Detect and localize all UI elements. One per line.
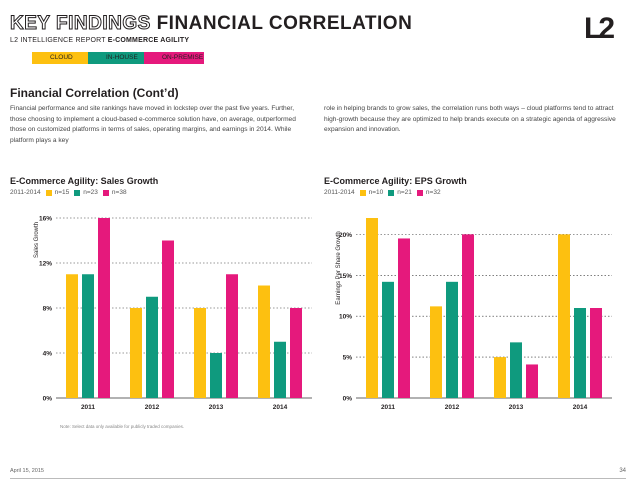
chart2-legend-swatch bbox=[388, 189, 395, 196]
chart1-ytick-label: 12% bbox=[39, 261, 52, 268]
chart2-ylabel: Earnings Per Share Growth bbox=[336, 231, 342, 304]
chart2-ytick-label: 10% bbox=[339, 314, 352, 321]
chart1-bar bbox=[290, 308, 302, 398]
legend-on-premise-label: ON-PREMISE bbox=[154, 52, 204, 64]
legend-cloud-label: CLOUD bbox=[42, 52, 90, 64]
chart1-xtick-label: 2014 bbox=[273, 404, 288, 411]
chart1-legend-label: n=23 bbox=[83, 189, 98, 196]
paragraph-right: role in helping brands to grow sales, th… bbox=[324, 105, 616, 134]
chart1-ytick-label: 0% bbox=[43, 396, 53, 403]
chart1-bar bbox=[130, 308, 142, 398]
chart2-bar bbox=[446, 281, 458, 398]
chart1-bar bbox=[194, 308, 206, 398]
chart2-bar bbox=[558, 234, 570, 398]
chart1-bar bbox=[258, 285, 270, 398]
chart2-period: 2011-2014 bbox=[324, 189, 355, 196]
chart1-period: 2011-2014 bbox=[10, 189, 41, 196]
page-number: 34 bbox=[619, 468, 626, 474]
chart2-bar bbox=[382, 281, 394, 398]
chart1-legend-swatch bbox=[102, 189, 109, 196]
chart1-legend-swatch bbox=[45, 189, 52, 196]
chart2-legend-swatch bbox=[416, 189, 423, 196]
chart1-bar bbox=[146, 296, 158, 398]
chart2-bar bbox=[430, 306, 442, 398]
title-outline-text: KEY FINDINGS bbox=[10, 13, 151, 34]
chart1-ytick-label: 8% bbox=[43, 306, 53, 313]
chart1-bar bbox=[82, 274, 94, 398]
chart1-bar bbox=[98, 218, 110, 398]
subtitle-main: E-COMMERCE AGILITY bbox=[107, 37, 190, 44]
chart2-xtick-label: 2011 bbox=[381, 404, 395, 411]
footer-date: April 15, 2015 bbox=[10, 468, 44, 474]
chart2-ytick-label: 5% bbox=[343, 355, 353, 362]
report-subtitle: L2 INTELLIGENCE REPORT E-COMMERCE AGILIT… bbox=[10, 37, 189, 44]
chart1-legend: 2011-2014 n=15 n=23 n=38 bbox=[10, 189, 127, 196]
footer-divider bbox=[10, 478, 626, 479]
chart1-bar bbox=[210, 353, 222, 398]
cloud-icon bbox=[32, 52, 42, 64]
chart1-ytick-label: 4% bbox=[43, 351, 53, 358]
chart2-bar bbox=[366, 218, 378, 398]
legend-in-house-label: IN-HOUSE bbox=[98, 52, 146, 64]
chart1-xtick-label: 2011 bbox=[81, 404, 95, 411]
chart1-bar bbox=[226, 274, 238, 398]
chart2-bar bbox=[398, 238, 410, 398]
chart2-bar bbox=[462, 234, 474, 398]
l2-logo: L2 bbox=[584, 12, 615, 45]
subtitle-prefix: L2 INTELLIGENCE REPORT bbox=[10, 37, 106, 44]
chart2-xtick-label: 2012 bbox=[445, 404, 460, 411]
chart2-ytick-label: 20% bbox=[339, 232, 352, 239]
chart1-ylabel: Sales Growth bbox=[34, 222, 40, 258]
chart1-xtick-label: 2013 bbox=[209, 404, 224, 411]
title-solid-text: FINANCIAL CORRELATION bbox=[156, 13, 413, 34]
chart1-title: E-Commerce Agility: Sales Growth bbox=[10, 176, 159, 186]
chart2-legend: 2011-2014 n=10 n=21 n=32 bbox=[324, 189, 441, 196]
chart2-ytick-label: 0% bbox=[343, 396, 353, 403]
chart2-legend-label: n=32 bbox=[425, 189, 441, 196]
chart2-legend-label: n=21 bbox=[397, 189, 412, 196]
chart2-bar bbox=[574, 308, 586, 398]
footnote: Note: Select data only available for pub… bbox=[60, 424, 185, 429]
chart1-bar bbox=[162, 240, 174, 398]
chart2-xtick-label: 2013 bbox=[509, 404, 524, 411]
legend-on-premise: ON-PREMISE bbox=[144, 52, 204, 64]
chart2-legend-label: n=10 bbox=[368, 189, 384, 196]
legend-in-house: IN-HOUSE bbox=[88, 52, 146, 64]
chart2-legend-swatch bbox=[359, 189, 366, 196]
house-icon bbox=[88, 52, 98, 64]
chart1-legend-label: n=38 bbox=[111, 189, 127, 196]
chart1-bar bbox=[274, 341, 286, 398]
legend-cloud: CLOUD bbox=[32, 52, 90, 64]
chart1-legend-swatch bbox=[74, 189, 81, 196]
page-title: KEY FINDINGS FINANCIAL CORRELATION bbox=[10, 13, 413, 34]
chart2-bar bbox=[526, 364, 538, 398]
chart2-title: E-Commerce Agility: EPS Growth bbox=[324, 176, 467, 186]
chart2-bar bbox=[510, 342, 522, 398]
chart1-legend-label: n=15 bbox=[54, 189, 70, 196]
paragraph-left: Financial performance and site rankings … bbox=[10, 105, 296, 144]
chart2-xtick-label: 2014 bbox=[573, 404, 588, 411]
server-icon bbox=[144, 52, 154, 64]
section-heading: Financial Correlation (Cont’d) bbox=[10, 86, 179, 100]
chart1-xtick-label: 2012 bbox=[145, 404, 160, 411]
chart2-bar bbox=[590, 308, 602, 398]
chart2-ytick-label: 15% bbox=[339, 273, 352, 280]
chart1-bar bbox=[66, 274, 78, 398]
chart2-bar bbox=[494, 357, 506, 398]
chart1-ytick-label: 16% bbox=[39, 216, 52, 223]
